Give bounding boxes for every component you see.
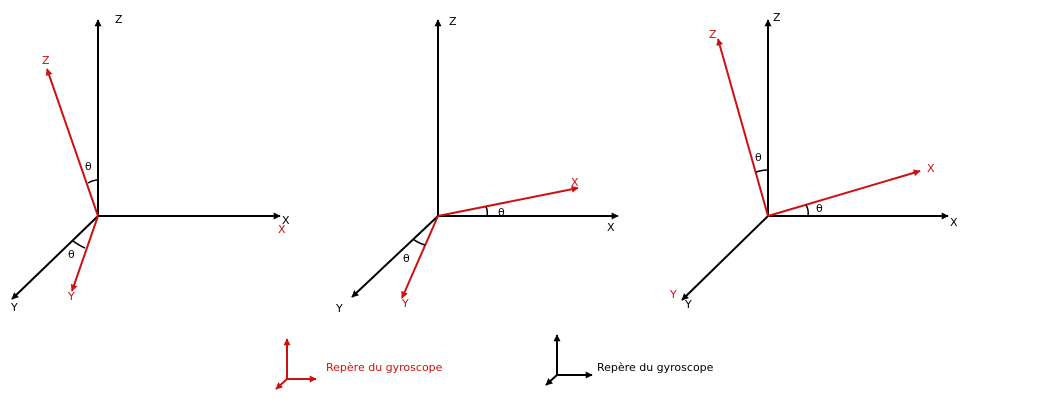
theta-label-x: θ <box>498 206 505 219</box>
fixed-x-label: X <box>950 216 958 229</box>
theta-label-y: θ <box>68 248 75 261</box>
angle-arc-z <box>755 169 769 173</box>
angle-arc-z <box>87 179 99 184</box>
angle-arc-x <box>485 206 489 217</box>
fixed-z-label: Z <box>115 13 123 26</box>
angle-arc-x <box>805 204 809 217</box>
diagram-2: Z X Y X Y θ θ <box>335 15 619 315</box>
gyro-y-label: Y <box>67 290 75 303</box>
angle-arc-y <box>412 238 426 246</box>
theta-label-z: θ <box>755 151 762 164</box>
gyro-x-axis <box>767 169 921 217</box>
legend-red-label: Repère du gyroscope <box>326 361 443 374</box>
gyro-z-axis <box>45 68 99 217</box>
fixed-z-label: Z <box>773 11 781 24</box>
fixed-y-label: Y <box>684 298 692 311</box>
gyro-z-axis <box>716 38 769 217</box>
angle-arc-y <box>72 240 86 249</box>
legend-item-gyro-black: Repère du gyroscope <box>545 334 714 386</box>
fixed-x-label: X <box>607 221 615 234</box>
fixed-z-label: Z <box>449 15 457 28</box>
theta-label-x: θ <box>816 202 823 215</box>
gyro-y-label: Y <box>401 297 409 310</box>
gyro-y-axis <box>401 215 439 299</box>
legend-item-gyro-red: Repère du gyroscope <box>275 338 443 390</box>
gyro-y-axis <box>70 215 99 292</box>
theta-label-y: θ <box>403 252 410 265</box>
legend: Repère du gyroscope Repère du gyroscope <box>275 334 714 390</box>
theta-label-z: θ <box>85 160 92 173</box>
fixed-x-label: X <box>282 214 290 227</box>
gyro-x-label: X <box>278 223 286 236</box>
fixed-y-axis <box>681 215 769 301</box>
gyro-x-label: X <box>927 162 935 175</box>
legend-black-diagonal-arrow <box>545 374 558 386</box>
fixed-y-label: Y <box>10 301 18 314</box>
gyro-z-label: Z <box>709 28 717 41</box>
fixed-y-axis <box>11 215 99 300</box>
legend-red-diagonal-arrow <box>275 378 288 390</box>
diagram-3: Z X Y Z X Y θ θ <box>669 11 958 311</box>
gyro-y-label: Y <box>669 288 677 301</box>
fixed-y-label: Y <box>335 302 343 315</box>
fixed-y-axis <box>351 215 439 298</box>
gyro-z-label: Z <box>42 54 50 67</box>
legend-black-label: Repère du gyroscope <box>597 361 714 374</box>
gyro-x-label: X <box>571 176 579 189</box>
gyro-x-axis <box>437 185 579 217</box>
diagram-1: Z X Y Z X Y θ θ <box>10 13 290 314</box>
